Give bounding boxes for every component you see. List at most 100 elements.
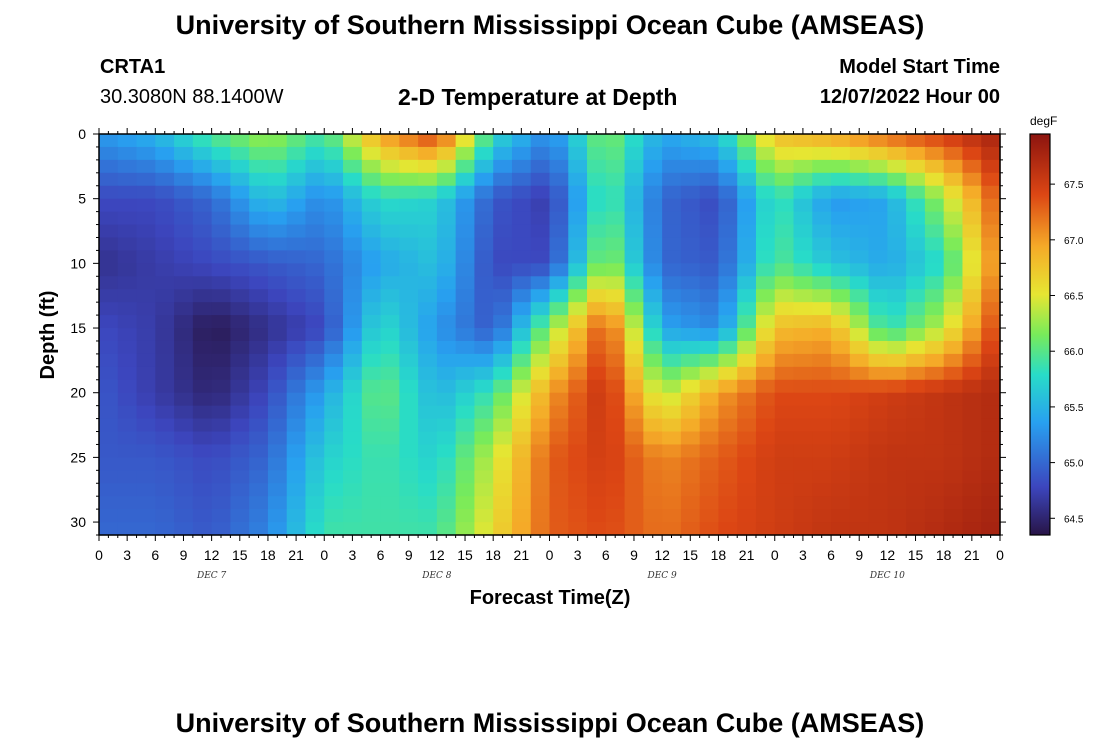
x-tick-label: 15 xyxy=(908,547,924,563)
heatmap-cell xyxy=(793,263,813,277)
heatmap-cell xyxy=(380,418,400,433)
heatmap-cell xyxy=(755,328,776,342)
heatmap-cell xyxy=(174,522,194,536)
heatmap-cell xyxy=(455,237,476,252)
heatmap-cell xyxy=(211,146,231,161)
heatmap-cell xyxy=(211,431,231,446)
heatmap-cell xyxy=(774,263,795,277)
heatmap-cell xyxy=(249,509,269,523)
heatmap-cell xyxy=(587,418,607,433)
heatmap-cell xyxy=(793,366,813,381)
heatmap-cell xyxy=(568,250,588,264)
heatmap-cell xyxy=(737,276,757,290)
heatmap-cell xyxy=(267,237,288,252)
heatmap-cell xyxy=(718,302,738,316)
heatmap-cell xyxy=(812,340,832,355)
heatmap-cell xyxy=(868,483,888,497)
heatmap-cell xyxy=(831,302,851,316)
heatmap-cell xyxy=(906,379,926,394)
heatmap-cell xyxy=(981,496,1001,510)
heatmap-cell xyxy=(380,379,400,394)
heatmap-cell xyxy=(230,172,250,187)
heatmap-cell xyxy=(249,224,269,239)
heatmap-cell xyxy=(643,418,663,433)
heatmap-cell xyxy=(587,470,607,484)
heatmap-cell xyxy=(868,522,888,536)
heatmap-cell xyxy=(136,444,156,458)
heatmap-cell xyxy=(624,379,644,394)
heatmap-cell xyxy=(399,392,419,407)
heatmap-cell xyxy=(436,172,457,187)
heatmap-cell xyxy=(399,263,419,277)
heatmap-cell xyxy=(343,522,363,536)
heatmap-cell xyxy=(643,302,663,316)
heatmap-cell xyxy=(267,185,288,200)
heatmap-cell xyxy=(474,134,494,148)
heatmap-cell xyxy=(887,276,907,290)
heatmap-cell xyxy=(399,509,419,523)
heatmap-cell xyxy=(174,470,194,484)
heatmap-cell xyxy=(887,185,907,200)
heatmap-cell xyxy=(680,457,701,471)
heatmap-cell xyxy=(343,276,363,290)
heatmap-cell xyxy=(699,289,720,303)
heatmap-cell xyxy=(737,159,757,174)
x-tick-label: 6 xyxy=(377,547,385,563)
heatmap-cell xyxy=(924,431,945,446)
heatmap-cell xyxy=(211,509,231,523)
heatmap-cell xyxy=(737,496,757,510)
heatmap-cell xyxy=(605,431,626,446)
heatmap-cell xyxy=(174,211,194,226)
heatmap-cell xyxy=(549,211,569,226)
heatmap-cell xyxy=(418,444,438,458)
heatmap-cell xyxy=(812,198,832,213)
heatmap-cell xyxy=(267,457,288,471)
heatmap-cell xyxy=(906,134,926,148)
heatmap-cell xyxy=(549,340,569,355)
heatmap-cell xyxy=(511,353,532,368)
heatmap-cell xyxy=(343,198,363,213)
heatmap-cell xyxy=(530,509,551,523)
heatmap-cell xyxy=(868,340,888,355)
heatmap-cell xyxy=(117,159,138,174)
heatmap-cell xyxy=(831,509,851,523)
heatmap-cell xyxy=(174,185,194,200)
heatmap-cell xyxy=(361,457,382,471)
heatmap-cell xyxy=(267,315,288,329)
heatmap-cell xyxy=(530,470,551,484)
heatmap-cell xyxy=(906,276,926,290)
heatmap-cell xyxy=(192,159,213,174)
heatmap-cell xyxy=(549,431,569,446)
heatmap-cell xyxy=(887,289,907,303)
x-tick-label: 0 xyxy=(320,547,328,563)
heatmap-cell xyxy=(868,444,888,458)
heatmap-cell xyxy=(587,457,607,471)
heatmap-cell xyxy=(831,522,851,536)
heatmap-cell xyxy=(718,172,738,187)
heatmap-cell xyxy=(718,366,738,381)
heatmap-cell xyxy=(906,431,926,446)
heatmap-cell xyxy=(906,444,926,458)
heatmap-cell xyxy=(436,379,457,394)
heatmap-cell xyxy=(211,444,231,458)
heatmap-cell xyxy=(887,366,907,381)
heatmap-cell xyxy=(755,289,776,303)
heatmap-cell xyxy=(662,328,682,342)
heatmap-cell xyxy=(455,496,476,510)
heatmap-cell xyxy=(812,431,832,446)
heatmap-cell xyxy=(624,315,644,329)
heatmap-cell xyxy=(849,509,870,523)
heatmap-cell xyxy=(755,379,776,394)
x-tick-label: 9 xyxy=(405,547,413,563)
x-tick-label: 6 xyxy=(151,547,159,563)
heatmap-cell xyxy=(568,263,588,277)
heatmap-cell xyxy=(943,340,964,355)
heatmap-cell xyxy=(774,418,795,433)
heatmap-cell xyxy=(436,353,457,368)
heatmap-cell xyxy=(699,146,720,161)
heatmap-cell xyxy=(155,522,175,536)
heatmap-cell xyxy=(849,431,870,446)
heatmap-cell xyxy=(230,457,250,471)
heatmap-cell xyxy=(718,211,738,226)
